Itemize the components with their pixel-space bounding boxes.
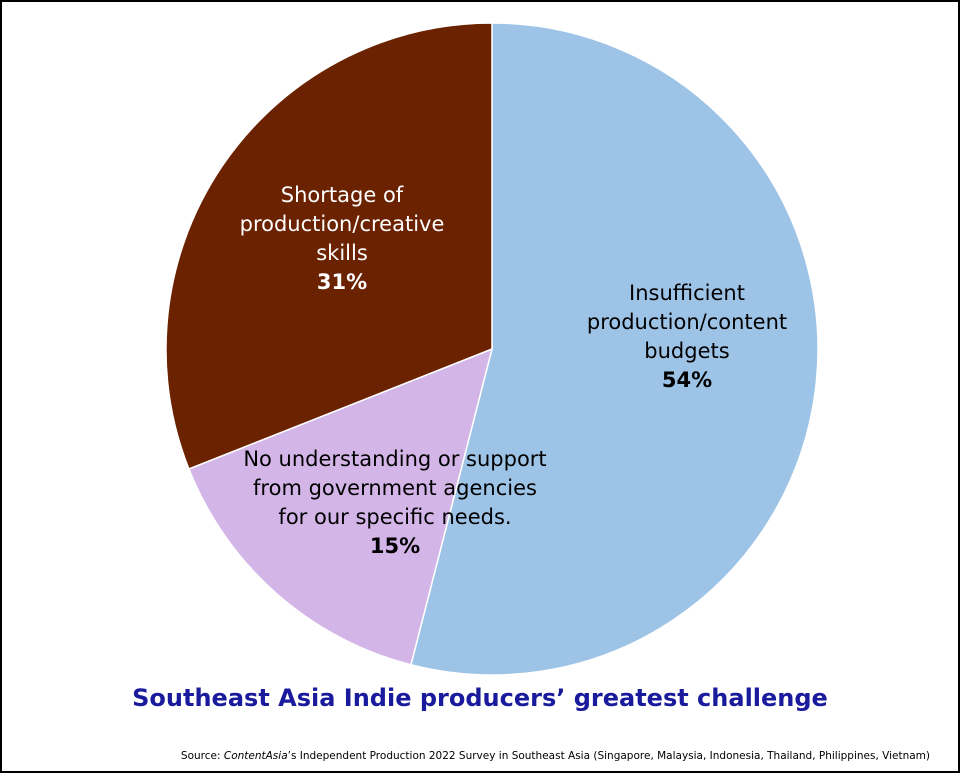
source-rest: ’s Independent Production 2022 Survey in…	[287, 750, 930, 762]
slice-label-3-line-3: skills	[316, 241, 368, 265]
slice-label-1-line-2: production/content	[587, 310, 787, 334]
slice-label-2-line-2: from government agencies	[253, 476, 537, 500]
slice-value-3: 31%	[317, 270, 367, 294]
slice-label-3-line-2: production/creative	[240, 212, 445, 236]
slice-label-2-line-3: for our specific needs.	[278, 505, 511, 529]
pie-labels: Insufficient production/content budgets 54%…	[240, 183, 788, 558]
slice-label-3-line-1: Shortage of	[281, 183, 404, 207]
pie-slice-1	[410, 22, 819, 676]
slice-label-1-line-3: budgets	[644, 339, 729, 363]
pie-slice-2	[187, 347, 494, 666]
chart-title: Southeast Asia Indie producers’ greatest…	[132, 684, 828, 712]
pie-slice-3	[165, 22, 493, 470]
slice-value-1: 54%	[662, 368, 712, 392]
source-note: Source: ContentAsia’s Independent Produc…	[181, 750, 930, 762]
pie-slices	[165, 22, 819, 676]
source-publisher: ContentAsia	[223, 750, 288, 762]
slice-label-2-line-1: No understanding or support	[243, 447, 546, 471]
slice-label-1-line-1: Insufficient	[629, 281, 745, 305]
slice-value-2: 15%	[370, 534, 420, 558]
source-prefix: Source:	[180, 750, 224, 762]
